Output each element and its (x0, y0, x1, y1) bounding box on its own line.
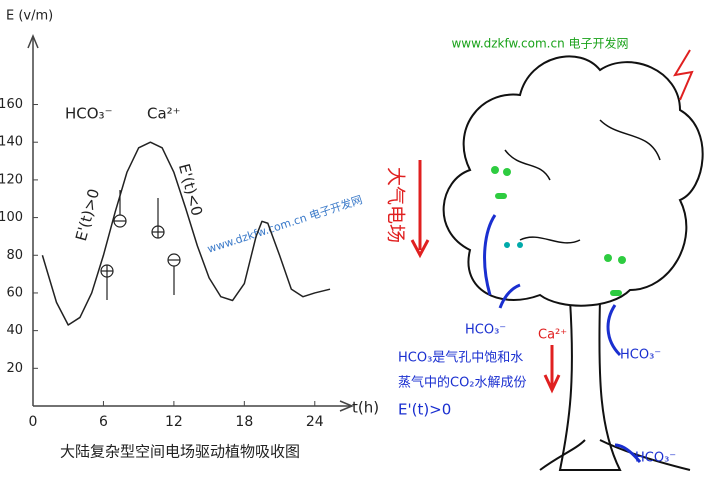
data-line (41, 141, 331, 326)
x-tick-label: 6 (99, 414, 108, 430)
watermark: www.dzkfw.com.cn 电子开发网 (451, 36, 628, 51)
note-line: HCO₃是气孔中饱和水 (398, 350, 523, 366)
annotation: HCO₃⁻ (65, 105, 113, 123)
condition: E'(t)>0 (398, 401, 451, 419)
field-label: 大气电场 (385, 167, 407, 243)
x-axis-arrow (339, 400, 354, 412)
y-axis-arrow (27, 34, 39, 49)
y-tick-label: 120 (0, 172, 23, 187)
arrows (410, 49, 694, 463)
annotation: Ca²⁺ (147, 105, 181, 123)
y-tick-label: 20 (6, 361, 23, 376)
y-tick-label: 160 (0, 97, 23, 112)
y-tick-label: 140 (0, 135, 23, 150)
x-tick-label: 12 (165, 414, 183, 430)
field-label-group: 大气电场 (385, 167, 407, 243)
ion-label: Ca²⁺ (538, 328, 567, 343)
y-tick-label: 100 (0, 210, 23, 225)
ion-label: HCO₃⁻ (635, 451, 676, 466)
x-tick-label: 24 (306, 414, 324, 430)
x-tick-label: 18 (235, 414, 253, 430)
chart-title: 大陆复杂型空间电场驱动植物吸收图 (60, 443, 300, 461)
y-tick-label: 60 (6, 285, 23, 300)
y-tick-label: 80 (6, 248, 23, 263)
y-axis-label: E (v/m) (6, 9, 53, 24)
x-axis-label: t(h) (352, 399, 379, 417)
ion-label: HCO₃⁻ (465, 323, 506, 338)
y-tick-label: 40 (6, 323, 23, 338)
ion-label: HCO₃⁻ (620, 348, 661, 363)
x-tick-label: 0 (29, 414, 38, 430)
note-line: 蒸气中的CO₂水解成份 (398, 375, 527, 391)
faces (491, 166, 626, 296)
